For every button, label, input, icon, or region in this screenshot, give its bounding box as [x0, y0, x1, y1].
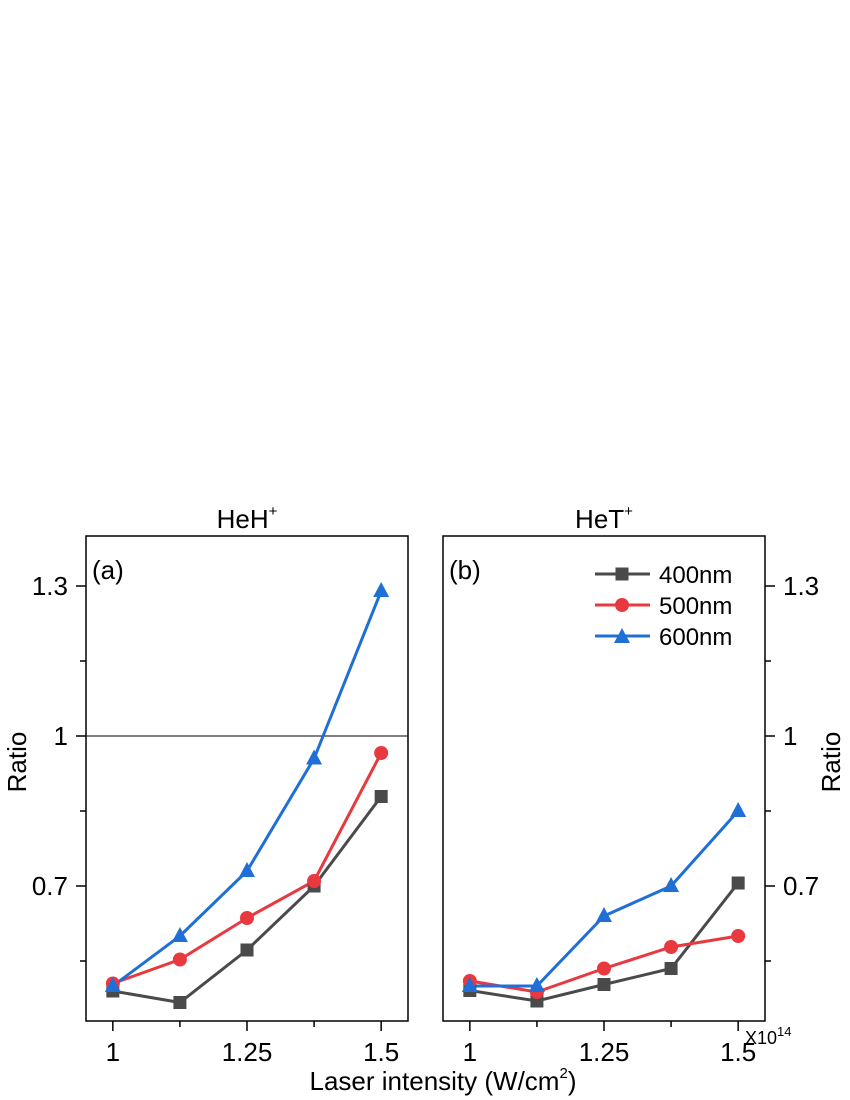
panel-a-x-tick-label-0: 1: [106, 1037, 120, 1067]
panel-b-y-tick-label-0: 0.7: [783, 871, 819, 901]
panel-b-point-600nm-0: [461, 977, 478, 992]
panel-b-y-axis-title: Ratio: [816, 732, 846, 793]
panel-b-line-600nm: [469, 809, 740, 988]
panel-a-label: (a): [92, 555, 124, 585]
panel-a-x-tick-label-1: 1.25: [222, 1037, 273, 1067]
panel-b-x-tick-label-2: 1.5: [720, 1037, 756, 1067]
panel-b-point-600nm-2: [596, 907, 612, 922]
panel-b-point-500nm-4: [731, 929, 746, 943]
panel-a-line-600nm: [111, 590, 383, 988]
panel-b-y-tick-label-1: 1: [783, 721, 797, 751]
panel-b-point-400nm-4: [731, 876, 745, 890]
panel-a-y-axis-title: Ratio: [2, 732, 32, 793]
panel-a-point-600nm-4: [373, 582, 390, 597]
panel-a-y-tick-label-2: 1.3: [32, 571, 68, 601]
panel-b-point-500nm-3: [664, 940, 679, 954]
panel-b-x-tick-label-0: 1: [463, 1037, 477, 1067]
legend-marker-600nm: [614, 628, 630, 643]
panel-a-point-400nm-4: [374, 790, 388, 803]
panel-b-title: HeT+: [575, 503, 633, 534]
panel-a-point-400nm-2: [240, 943, 254, 957]
x-axis-scale-label: X1014: [745, 1024, 792, 1048]
panel-a-y-tick-label-1: 1: [54, 721, 68, 751]
legend-marker-500nm: [615, 598, 629, 612]
panel-b-y-tick-label-2: 1.3: [783, 571, 819, 601]
panel-b-label: (b): [449, 555, 481, 585]
panel-b-point-500nm-2: [597, 961, 611, 976]
panel-a-title: HeH+: [217, 503, 278, 534]
panel-b-point-400nm-2: [597, 978, 611, 991]
x-axis-title: Laser intensity (W/cm2): [310, 1065, 577, 1096]
ticks-layer: 1 1.25 1.5 0.7 1 1.3 1 1.25 1.5 0.7 1 1.3: [32, 571, 819, 1067]
series-markers-layer: [104, 582, 747, 1009]
legend-marker-400nm: [615, 567, 629, 581]
panel-a-point-500nm-3: [307, 874, 322, 888]
panel-a-x-tick-label-2: 1.5: [363, 1037, 399, 1067]
legend-label-500nm: 500nm: [659, 593, 732, 620]
panel-b-x-tick-label-1: 1.25: [579, 1037, 630, 1067]
panel-b-point-600nm-3: [663, 877, 680, 892]
panel-a-point-500nm-1: [172, 952, 187, 967]
panel-b-point-600nm-4: [730, 802, 747, 817]
panel-a-point-500nm-2: [240, 911, 254, 925]
panel-a-point-600nm-3: [306, 749, 323, 765]
panel-a-y-tick-label-0: 0.7: [32, 871, 68, 901]
legend-label-400nm: 400nm: [659, 562, 732, 589]
panel-a-point-400nm-1: [173, 996, 187, 1009]
panel-a-point-500nm-4: [374, 746, 389, 760]
panel-a-point-600nm-1: [171, 927, 188, 942]
panel-a-point-600nm-2: [239, 862, 255, 877]
panel-b-point-400nm-3: [664, 962, 678, 975]
panel-a-point-600nm-0: [104, 977, 121, 992]
legend-label-600nm: 600nm: [659, 624, 732, 651]
panel-b-point-600nm-1: [528, 977, 545, 992]
legend: 400nm 500nm 600nm: [595, 562, 732, 651]
